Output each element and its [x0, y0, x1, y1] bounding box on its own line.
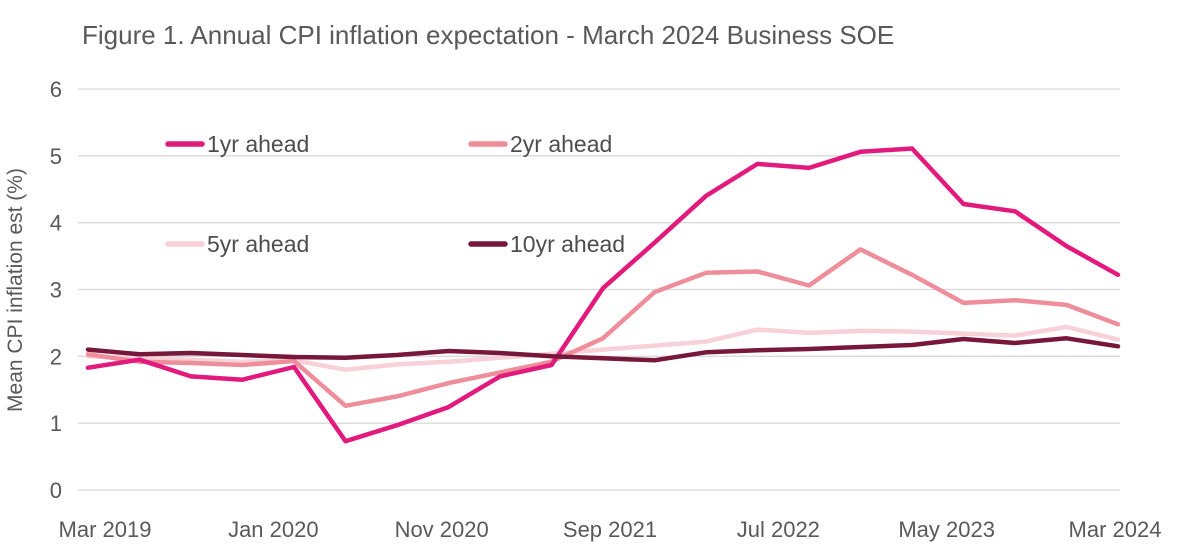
- y-tick-label-3: 3: [50, 278, 62, 303]
- chart-legend: 1yr ahead 2yr ahead 5yr ahead 10yr ahead: [165, 131, 625, 257]
- chart-title: Figure 1. Annual CPI inflation expectati…: [82, 20, 894, 50]
- legend-item-10yr-ahead: 10yr ahead: [468, 231, 625, 257]
- x-tick-label-jul-2022: Jul 2022: [737, 517, 820, 542]
- series-lines: [85, 146, 1121, 444]
- legend-label-10yr-ahead: 10yr ahead: [510, 231, 625, 257]
- y-tick-label-6: 6: [50, 77, 62, 102]
- y-tick-label-0: 0: [50, 478, 62, 503]
- y-axis-title: Mean CPI inflation est (%): [4, 168, 27, 412]
- legend-label-1yr-ahead: 1yr ahead: [207, 131, 309, 157]
- x-tick-label-mar-2024: Mar 2024: [1069, 517, 1162, 542]
- y-tick-label-5: 5: [50, 144, 62, 169]
- y-tick-label-1: 1: [50, 411, 62, 436]
- legend-item-1yr-ahead: 1yr ahead: [165, 131, 309, 157]
- x-tick-label-may-2023: May 2023: [898, 517, 995, 542]
- y-tick-label-4: 4: [50, 211, 62, 236]
- y-axis-tick-labels: 0 1 2 3 4 5 6: [50, 77, 62, 503]
- series-line-10yr-ahead: [85, 336, 1121, 363]
- y-tick-label-2: 2: [50, 344, 62, 369]
- series-line-5yr-ahead: [85, 324, 1121, 372]
- x-tick-label-sep-2021: Sep 2021: [563, 517, 657, 542]
- legend-label-5yr-ahead: 5yr ahead: [207, 231, 309, 257]
- x-tick-label-mar-2019: Mar 2019: [59, 517, 152, 542]
- series-line-2yr-ahead: [85, 247, 1121, 409]
- x-axis-tick-labels: Mar 2019 Jan 2020 Nov 2020 Sep 2021 Jul 2022…: [59, 517, 1162, 542]
- legend-label-2yr-ahead: 2yr ahead: [510, 131, 612, 157]
- legend-item-2yr-ahead: 2yr ahead: [468, 131, 612, 157]
- x-tick-label-jan-2020: Jan 2020: [228, 517, 319, 542]
- legend-item-5yr-ahead: 5yr ahead: [165, 231, 309, 257]
- series-line-1yr-ahead: [85, 146, 1121, 444]
- x-tick-label-nov-2020: Nov 2020: [395, 517, 489, 542]
